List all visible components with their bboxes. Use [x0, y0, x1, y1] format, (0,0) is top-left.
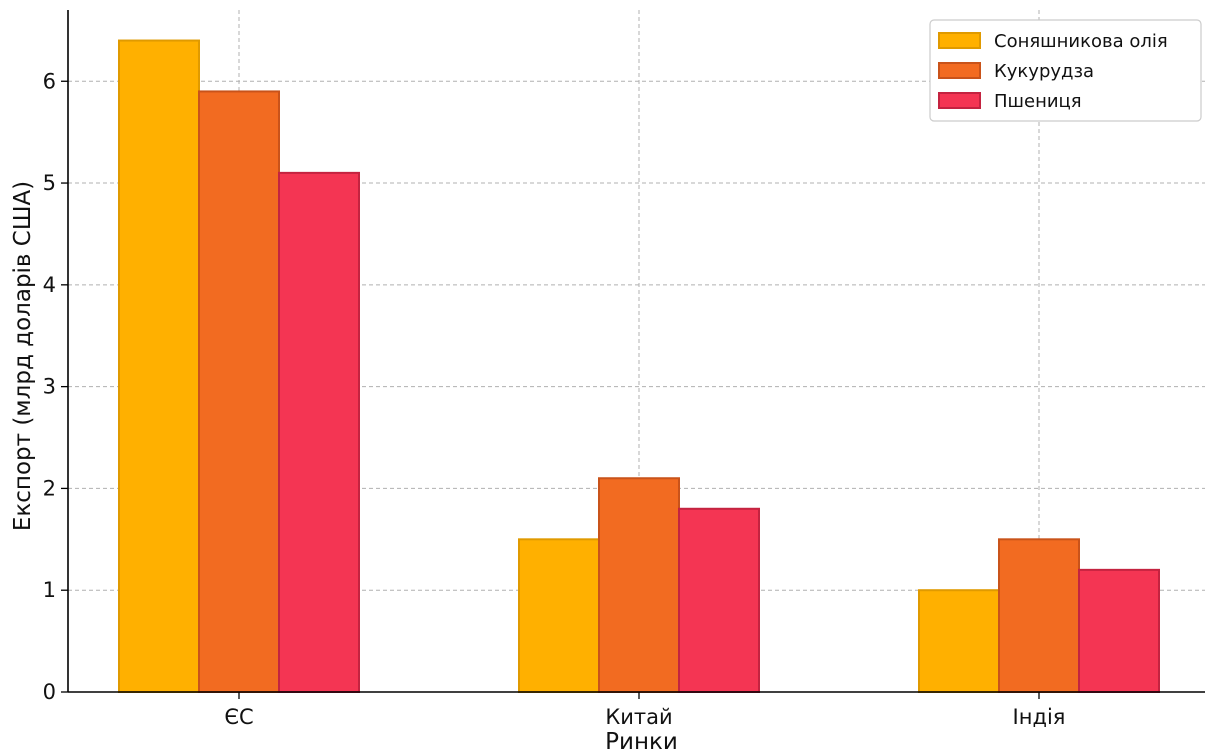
legend-label: Пшениця	[994, 91, 1082, 112]
x-axis-title: Ринки	[605, 729, 678, 754]
y-tick-label: 5	[43, 171, 56, 195]
bars	[118, 39, 1160, 694]
bar	[1078, 568, 1160, 694]
y-tick-labels: 0 1 2 3 4 5 6	[43, 69, 56, 704]
legend-label: Кукурудза	[994, 61, 1094, 82]
bar	[198, 90, 280, 693]
legend-frame	[929, 19, 1202, 122]
legend-swatch	[938, 92, 981, 109]
bar	[918, 589, 1000, 694]
bar	[678, 507, 760, 693]
x-tick-label: ЄС	[224, 705, 253, 729]
y-tick-label: 4	[43, 273, 56, 297]
x-tick-label: Індія	[1013, 705, 1066, 729]
y-tick-label: 2	[43, 476, 56, 500]
bar	[278, 171, 360, 694]
legend: Соняшникова олія Кукурудза Пшениця	[929, 19, 1202, 122]
y-tick-label: 1	[43, 578, 56, 602]
bar	[518, 538, 600, 693]
y-tick-label: 3	[43, 375, 56, 399]
bar	[998, 538, 1080, 693]
x-tick-labels: ЄС Китай Індія	[224, 705, 1065, 729]
legend-label: Соняшникова олія	[994, 31, 1168, 52]
y-axis-title: Експорт (млрд доларів США)	[10, 181, 36, 531]
legend-swatch	[938, 62, 981, 79]
axes	[61, 10, 1205, 699]
y-tick-label: 6	[43, 69, 56, 93]
x-tick-label: Китай	[605, 705, 672, 729]
legend-swatch	[938, 32, 981, 49]
bar	[598, 477, 680, 693]
y-tick-label: 0	[43, 680, 56, 704]
bar	[118, 39, 200, 694]
